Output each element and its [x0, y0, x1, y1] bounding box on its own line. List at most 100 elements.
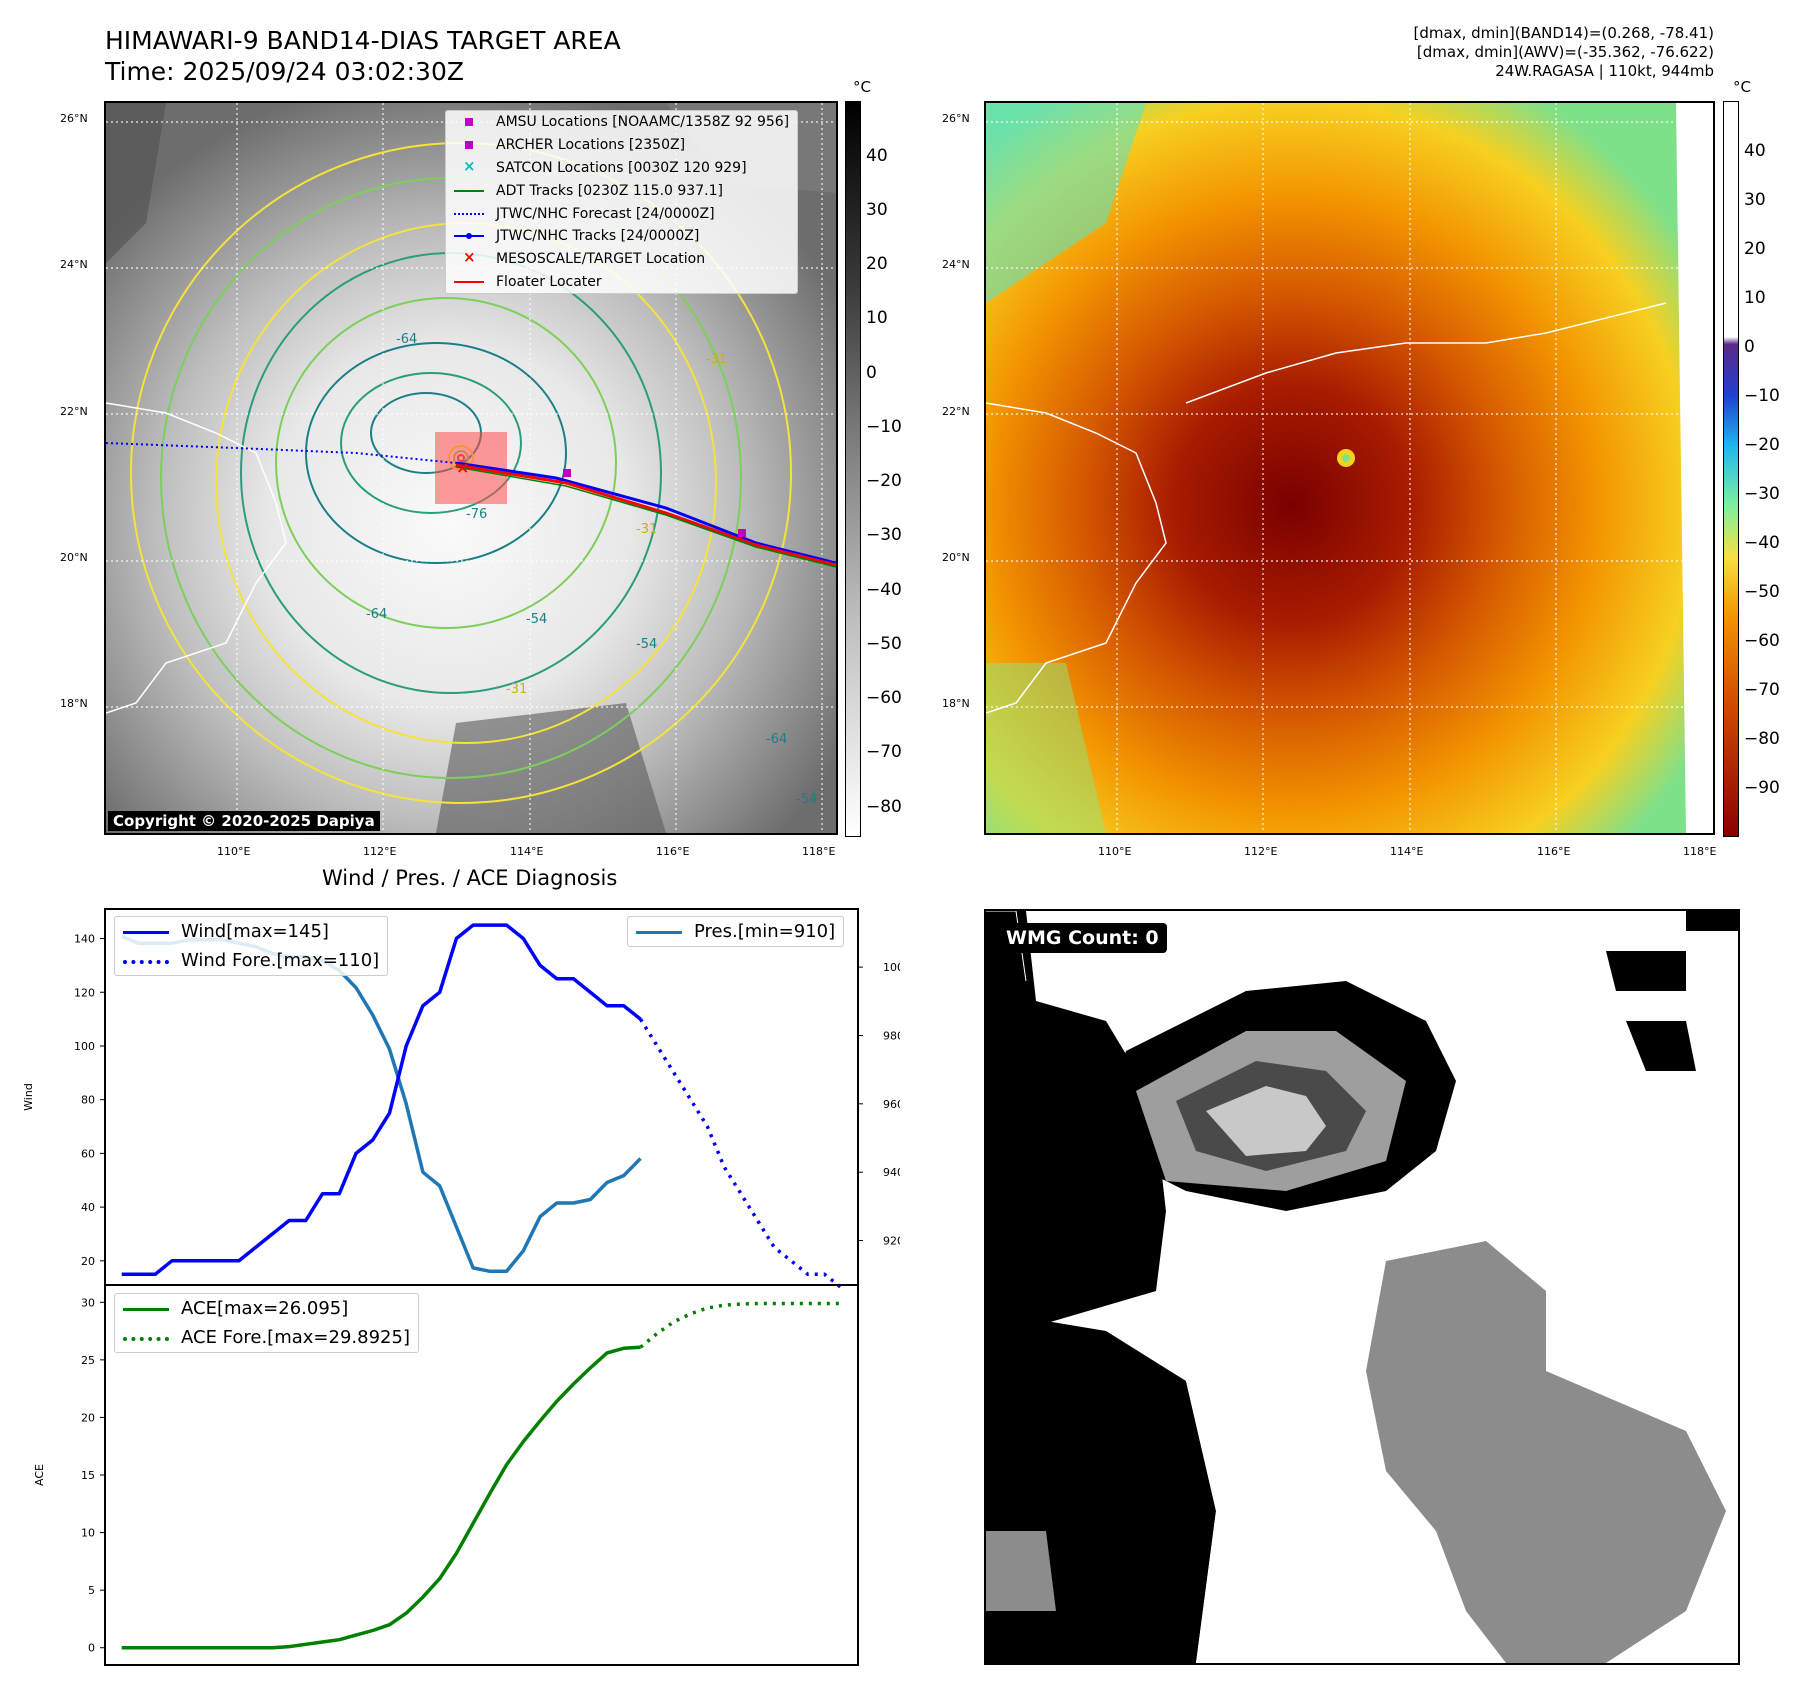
- y-tick-label: 25: [81, 1354, 95, 1367]
- lat-label: 22°N: [60, 405, 88, 418]
- y-tick-label: 5: [88, 1584, 95, 1597]
- y-axis-label-wind: Wind: [22, 1083, 35, 1111]
- ir-colorbar: [845, 101, 861, 837]
- colorbar-tick: 10: [866, 308, 888, 328]
- contour-label: -54: [636, 637, 657, 652]
- legend-item: Floater Locater: [446, 271, 797, 294]
- colorbar-tick: −30: [1744, 484, 1780, 504]
- colorbar-tick: 10: [1744, 288, 1766, 308]
- contour-label: -76: [466, 507, 487, 522]
- colorbar-tick: −80: [1744, 729, 1780, 749]
- contour-label: -54: [796, 792, 817, 807]
- lat-label: 24°N: [60, 258, 88, 271]
- colorbar-tick: 30: [866, 200, 888, 220]
- dotted-line-icon: [454, 207, 484, 221]
- ir-map-legend: AMSU Locations [NOAAMC/1358Z 92 956] ARC…: [445, 110, 799, 295]
- y-tick-label: 1000: [883, 961, 900, 974]
- figure-title: HIMAWARI-9 BAND14-DIAS TARGET AREA Time:…: [105, 25, 621, 87]
- colorbar-tick: −60: [1744, 631, 1780, 651]
- wmg-imagery: [986, 911, 1738, 1663]
- legend-item: Pres.[min=910]: [628, 917, 843, 946]
- lat-label: 18°N: [60, 697, 88, 710]
- contour-label: -31: [706, 352, 727, 367]
- y-tick-label: 60: [81, 1147, 95, 1160]
- line-marker-icon: [454, 275, 484, 289]
- ace-line: [121, 1345, 641, 1650]
- y-tick-label: 30: [81, 1296, 95, 1309]
- contour-label: -64: [366, 607, 387, 622]
- lon-label: 118°E: [802, 845, 836, 858]
- wmg-count-label: WMG Count: 0: [998, 923, 1167, 953]
- y-axis-label-ace: ACE: [33, 1464, 46, 1486]
- y-tick-label: 120: [74, 986, 95, 999]
- lat-label: 22°N: [942, 405, 970, 418]
- legend-item: ACE Fore.[max=29.8925]: [115, 1323, 418, 1352]
- lon-label: 112°E: [363, 845, 397, 858]
- storm-info: [dmax, dmin](BAND14)=(0.268, -78.41) [dm…: [1414, 24, 1714, 81]
- wind-line: [121, 923, 642, 1277]
- contour-label: -64: [396, 332, 417, 347]
- colorbar-tick: −30: [866, 525, 902, 545]
- contour-label: -31: [636, 522, 657, 537]
- legend-item: ARCHER Locations [2350Z]: [446, 134, 797, 157]
- color-colorbar: [1723, 101, 1739, 837]
- colorbar-tick: 40: [866, 146, 888, 166]
- dotted-line-icon: [123, 954, 169, 968]
- legend-item: × MESOSCALE/TARGET Location: [446, 248, 797, 271]
- colorbar-tick: 0: [866, 363, 877, 383]
- legend-item: JTWC/NHC Forecast [24/0000Z]: [446, 202, 797, 225]
- lon-label: 110°E: [217, 845, 251, 858]
- colorbar-tick: 40: [1744, 141, 1766, 161]
- ace-chart: 0 5 10 15 20 25 30 ACE: [33, 1284, 859, 1666]
- line-marker-icon: [123, 925, 169, 939]
- y-tick-label: 20: [81, 1255, 95, 1268]
- color-map-panel: [984, 101, 1715, 835]
- wind-forecast-line: [639, 1018, 843, 1290]
- colorbar-tick: −20: [866, 471, 902, 491]
- wind-legend: Wind[max=145] Wind Fore.[max=110]: [114, 916, 389, 976]
- y-tick-label: 980: [883, 1029, 900, 1042]
- square-marker-icon: [454, 138, 484, 152]
- y-tick-label: 80: [81, 1094, 95, 1107]
- lat-label: 20°N: [60, 551, 88, 564]
- colorbar-tick: −40: [866, 580, 902, 600]
- ir-colorbar-unit: °C: [853, 78, 871, 96]
- x-marker-icon: ×: [463, 156, 476, 175]
- lat-label: 24°N: [942, 258, 970, 271]
- contour-label: -54: [526, 612, 547, 627]
- line-marker-icon: [123, 1302, 169, 1316]
- square-marker-icon: [454, 115, 484, 129]
- ir-map-panel: × -64 -76 -54 -64 -31 -31 -54 -31 -64 -5…: [104, 101, 838, 835]
- lon-label: 114°E: [510, 845, 544, 858]
- legend-item: ADT Tracks [0230Z 115.0 937.1]: [446, 179, 797, 202]
- y-tick-label: 0: [88, 1642, 95, 1655]
- y-tick-label: 15: [81, 1469, 95, 1482]
- wmg-panel: WMG Count: 0: [984, 909, 1740, 1665]
- colorbar-tick: 0: [1744, 337, 1755, 357]
- info-line-1: [dmax, dmin](BAND14)=(0.268, -78.41): [1413, 24, 1714, 42]
- legend-item: AMSU Locations [NOAAMC/1358Z 92 956]: [446, 111, 797, 134]
- colorbar-tick: −50: [1744, 582, 1780, 602]
- title-line-1: HIMAWARI-9 BAND14-DIAS TARGET AREA: [105, 26, 621, 55]
- colorbar-tick: −20: [1744, 435, 1780, 455]
- color-colorbar-unit: °C: [1733, 78, 1751, 96]
- line-dot-marker-icon: [454, 229, 484, 243]
- ace-forecast-line: [639, 1301, 842, 1349]
- pressure-line: [121, 934, 642, 1274]
- colorbar-tick: 30: [1744, 190, 1766, 210]
- contour-label: -64: [766, 732, 787, 747]
- colorbar-tick: −60: [866, 688, 902, 708]
- lon-label: 116°E: [656, 845, 690, 858]
- color-map-imagery: [986, 103, 1713, 833]
- y-tick-label: 940: [883, 1166, 900, 1179]
- y-tick-label: 20: [81, 1411, 95, 1424]
- pressure-legend: Pres.[min=910]: [627, 916, 845, 947]
- colorbar-tick: −90: [1744, 778, 1780, 798]
- lat-label: 26°N: [60, 112, 88, 125]
- x-marker-icon: ×: [463, 248, 476, 267]
- lat-label: 20°N: [942, 551, 970, 564]
- legend-item: JTWC/NHC Tracks [24/0000Z]: [446, 225, 797, 248]
- y-tick-label: 140: [74, 933, 95, 946]
- colorbar-tick: −10: [1744, 386, 1780, 406]
- copyright-label: Copyright © 2020-2025 Dapiya: [108, 811, 380, 831]
